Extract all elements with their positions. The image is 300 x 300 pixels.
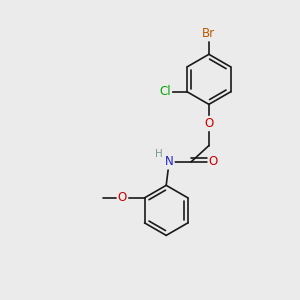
Text: Cl: Cl xyxy=(159,85,171,98)
Text: N: N xyxy=(165,155,173,168)
Text: O: O xyxy=(209,155,218,168)
Text: Br: Br xyxy=(202,27,215,40)
Text: H: H xyxy=(155,148,163,158)
Text: O: O xyxy=(204,117,214,130)
Text: O: O xyxy=(118,191,127,204)
